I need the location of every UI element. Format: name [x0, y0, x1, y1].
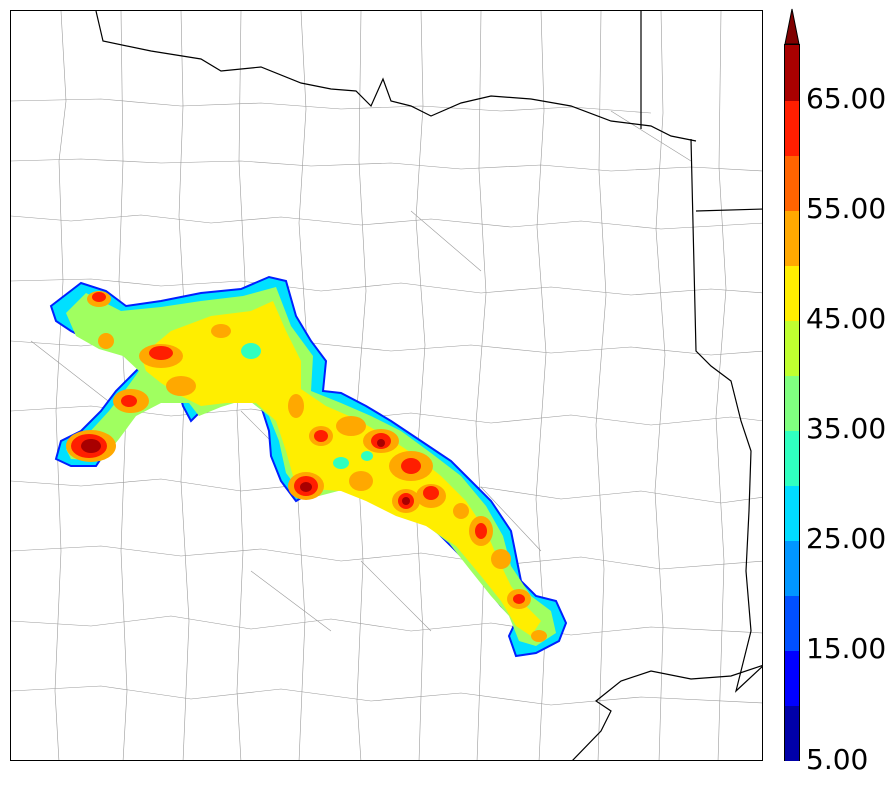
colorbar-extend-arrow	[784, 8, 800, 45]
state-boundary	[695, 208, 762, 212]
colorbar-segment	[785, 705, 799, 761]
colorbar-label: 65.00	[806, 82, 887, 115]
colorbar-label: 45.00	[806, 302, 887, 335]
colorbar-segment	[785, 320, 799, 376]
county-map	[11, 11, 762, 760]
state-boundary	[95, 11, 697, 142]
colorbar-segment	[785, 155, 799, 211]
light-cells	[241, 343, 373, 469]
colorbar-label: 35.00	[806, 412, 887, 445]
heavy-cells-darkred	[81, 439, 410, 505]
colorbar-segment	[785, 210, 799, 266]
colorbar-segment	[785, 375, 799, 431]
colorbar-segment	[785, 650, 799, 706]
colorbar-label: 25.00	[806, 522, 887, 555]
colorbar-label: 5.00	[806, 743, 869, 776]
map-panel	[10, 10, 763, 761]
colorbar-segment	[785, 595, 799, 651]
colorbar-segment	[785, 45, 799, 101]
colorbar-segment	[785, 485, 799, 541]
colorbar-label: 15.00	[806, 632, 887, 665]
precipitation-field	[49, 275, 568, 658]
state-boundary	[690, 138, 762, 693]
colorbar	[784, 44, 800, 761]
colorbar-segment	[785, 430, 799, 486]
colorbar-segment	[785, 100, 799, 156]
colorbar-segment	[785, 540, 799, 596]
colorbar-label: 55.00	[806, 192, 887, 225]
colorbar-arrow-container	[784, 8, 800, 45]
colorbar-segment	[785, 265, 799, 321]
coastline	[572, 665, 762, 760]
